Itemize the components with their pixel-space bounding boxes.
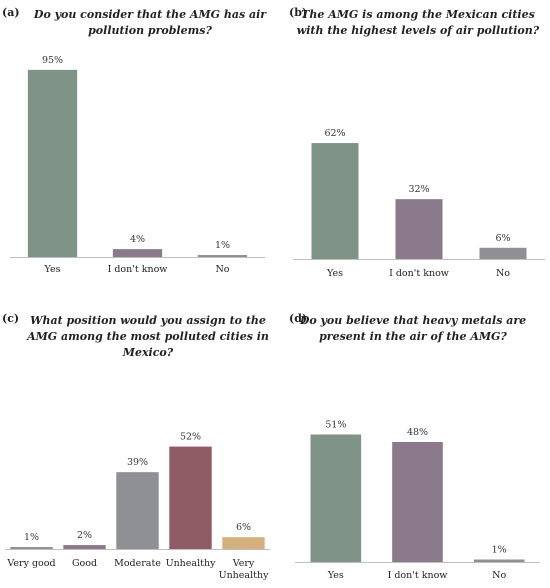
- category-label: No: [492, 570, 506, 581]
- bar: [395, 199, 443, 259]
- bar: [63, 545, 106, 549]
- bar-value-label: 32%: [408, 184, 429, 195]
- bar-value-label: 2%: [77, 530, 92, 541]
- panel-label-c: (c): [2, 312, 19, 325]
- chart-title-line: with the highest levels of air pollution…: [297, 24, 540, 37]
- bar-value-label: 51%: [325, 420, 346, 431]
- bar-value-label: 1%: [24, 532, 39, 543]
- chart-svg-b: (b)The AMG is among the Mexican cities wi…: [289, 6, 545, 279]
- category-label: Yes: [44, 264, 61, 275]
- category-label: I don't know: [389, 268, 449, 279]
- category-label: Unhealthy: [219, 570, 270, 581]
- chart-svg-c: (c) What position would you assign to the…: [2, 312, 270, 581]
- category-label: No: [496, 268, 510, 279]
- category-label: Moderate: [114, 558, 161, 569]
- bar: [197, 255, 248, 257]
- bar: [222, 537, 265, 549]
- bar: [392, 442, 443, 562]
- bar-value-label: 52%: [180, 432, 201, 443]
- panel-label-b: (b): [289, 6, 307, 19]
- chart-title-line: AMG among the most polluted cities in: [26, 330, 269, 343]
- bar: [10, 547, 53, 549]
- bar-value-label: 62%: [324, 128, 345, 139]
- category-label: No: [215, 264, 229, 275]
- bar: [311, 143, 359, 259]
- category-label: Yes: [327, 570, 344, 581]
- chart-panel-a: (a) Do you consider that the AMG has air p…: [0, 0, 275, 294]
- bar: [473, 559, 525, 562]
- panel-label-a: (a): [2, 6, 20, 19]
- chart-title-line: present in the air of the AMG?: [319, 330, 507, 343]
- chart-svg-d: (d)Do you believe that heavy metals are p…: [289, 312, 540, 581]
- bar-value-label: 95%: [42, 55, 63, 66]
- bar-value-label: 1%: [492, 545, 507, 556]
- bar: [116, 472, 159, 549]
- chart-panel-d: (d) Do you believe that heavy metals are p…: [285, 300, 550, 588]
- category-label: Very: [232, 558, 255, 569]
- chart-title-line: Do you believe that heavy metals are: [299, 314, 526, 327]
- bar-value-label: 1%: [215, 240, 230, 251]
- bar: [169, 446, 212, 549]
- chart-title-line: Do you consider that the AMG has air: [33, 8, 267, 21]
- panel-label-d: (d): [289, 312, 307, 325]
- category-label: Yes: [326, 268, 343, 279]
- category-label: I don't know: [108, 264, 168, 275]
- chart-title-line: pollution problems?: [88, 24, 212, 37]
- bar: [310, 434, 362, 562]
- bar-value-label: 39%: [127, 457, 148, 468]
- bar-value-label: 6%: [236, 522, 251, 533]
- chart-title-line: The AMG is among the Mexican cities: [301, 8, 535, 21]
- chart-svg-a: (a) Do you consider that the AMG has air p…: [2, 6, 267, 275]
- category-label: Unhealthy: [166, 558, 217, 569]
- category-label: I don't know: [388, 570, 448, 581]
- category-label: Very good: [6, 558, 55, 569]
- bar-value-label: 48%: [407, 427, 428, 438]
- bar: [479, 247, 527, 259]
- chart-title-line: Mexico?: [122, 346, 174, 359]
- chart-panel-b: (b) The AMG is among the Mexican cities wi…: [285, 0, 550, 294]
- chart-title-line: What position would you assign to the: [30, 314, 266, 327]
- bar: [27, 69, 78, 257]
- bar: [112, 249, 163, 257]
- category-label: Good: [72, 558, 97, 569]
- bar-value-label: 6%: [495, 233, 510, 244]
- bar-value-label: 4%: [130, 234, 145, 245]
- chart-panel-c: (c) What position would you assign to the…: [0, 300, 275, 588]
